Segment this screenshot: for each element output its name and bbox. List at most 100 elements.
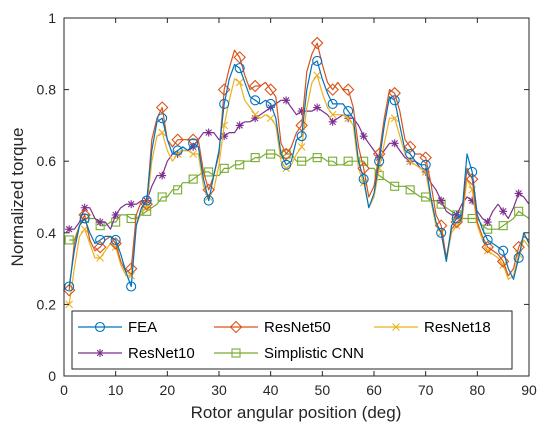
point-resnet50-25-shape: [186, 133, 200, 146]
y-tick-label-0.2: 0.2: [37, 296, 57, 312]
point-resnet10-40-shape: [266, 103, 275, 112]
point-resnet50-10-shape: [109, 237, 122, 250]
point-fea-73: [436, 227, 447, 238]
point-resnet50-16: [140, 197, 153, 211]
point-resnet50-46-shape: [295, 119, 308, 132]
point-simplistic-cnn-19-shape: [157, 192, 167, 202]
point-fea-49: [312, 55, 323, 67]
point-resnet50-19: [155, 101, 169, 114]
point-resnet18-37-shape: [251, 110, 260, 119]
point-fea-76: [451, 213, 462, 224]
point-fea-55-shape: [343, 106, 354, 117]
point-simplistic-cnn-64-shape: [390, 181, 400, 191]
point-simplistic-cnn-37: [250, 153, 260, 163]
point-resnet50-43-shape: [279, 147, 293, 161]
point-resnet50-7: [93, 240, 107, 254]
point-simplistic-cnn-49: [312, 153, 322, 163]
point-resnet10-31-shape: [220, 132, 229, 141]
point-resnet10-58: [359, 132, 368, 141]
y-tick-label-0.6: 0.6: [37, 153, 57, 169]
legend-label-resnet50: ResNet50: [264, 319, 331, 336]
point-simplistic-cnn-55: [343, 156, 353, 166]
point-resnet18-67-shape: [406, 157, 415, 166]
point-resnet50-19-shape: [155, 101, 169, 114]
point-resnet18-46: [297, 142, 306, 151]
point-resnet18-64-shape: [390, 114, 399, 123]
point-resnet10-13-shape: [127, 200, 136, 209]
point-fea-64-shape: [389, 95, 400, 106]
point-resnet10-34: [235, 121, 244, 130]
point-fea-40: [265, 98, 276, 109]
series-fea: [64, 55, 530, 292]
point-resnet18-43: [282, 164, 291, 173]
point-resnet18-13: [127, 271, 136, 280]
point-resnet10-88-shape: [514, 189, 523, 198]
legend-marker-resnet50-shape: [229, 320, 243, 334]
point-fea-79: [467, 166, 478, 177]
point-resnet10-1: [65, 225, 74, 234]
point-resnet18-1-shape: [65, 300, 74, 309]
point-resnet10-85: [499, 207, 508, 216]
point-resnet50-46: [295, 119, 308, 132]
y-tick-label-1: 1: [48, 10, 56, 26]
legend-marker-resnet18: [392, 323, 400, 331]
point-fea-88: [513, 252, 524, 263]
point-resnet50-28-shape: [202, 183, 215, 197]
point-fea-16-shape: [141, 195, 152, 206]
point-fea-64: [389, 95, 400, 106]
point-fea-82: [482, 234, 493, 246]
point-resnet10-28: [204, 128, 213, 137]
point-resnet50-22-shape: [171, 133, 184, 146]
legend-box: [71, 310, 513, 370]
point-resnet50-52: [326, 83, 339, 96]
point-resnet50-82-shape: [481, 240, 494, 254]
point-simplistic-cnn-64: [390, 181, 400, 191]
ticks-layer: 0 10 20 30 40 50 60 70 80 90 0 0.2 0.4 0.6 0.8 1: [37, 10, 537, 398]
point-resnet18-25-shape: [189, 150, 198, 158]
point-fea-46: [296, 131, 307, 142]
point-resnet10-25: [189, 142, 198, 151]
point-resnet50-13-shape: [124, 262, 138, 275]
point-simplistic-cnn-46-shape: [297, 156, 307, 166]
point-simplistic-cnn-85-shape: [498, 221, 508, 231]
x-tick-label-50: 50: [315, 382, 331, 398]
point-simplistic-cnn-67: [405, 185, 415, 195]
legend: FEA ResNet50 ResNet18 ResNet10 Simplisti…: [71, 310, 513, 370]
point-resnet50-67-shape: [403, 140, 417, 154]
point-simplistic-cnn-85: [498, 221, 508, 231]
point-fea-58-shape: [358, 174, 369, 185]
legend-marker-simplistic-cnn: [231, 348, 241, 358]
point-resnet50-67: [403, 140, 417, 154]
x-tick-label-60: 60: [366, 382, 382, 398]
point-resnet10-64-shape: [390, 139, 399, 148]
point-resnet50-79-shape: [465, 172, 479, 186]
point-simplistic-cnn-55-shape: [343, 156, 353, 166]
point-resnet18-76: [452, 221, 461, 230]
point-resnet10-82: [483, 218, 492, 227]
point-simplistic-cnn-34-shape: [235, 160, 245, 170]
point-resnet50-64: [388, 86, 401, 100]
point-fea-52-shape: [327, 98, 338, 109]
point-fea-19: [157, 113, 168, 124]
point-simplistic-cnn-67-shape: [405, 185, 415, 195]
x-tick-label-80: 80: [470, 382, 486, 398]
x-tick-label-20: 20: [160, 382, 176, 398]
point-fea-1: [64, 281, 75, 292]
point-resnet10-52-shape: [328, 117, 337, 126]
point-fea-52: [327, 98, 338, 109]
x-tick-label-30: 30: [211, 382, 227, 398]
point-fea-67-shape: [405, 148, 416, 160]
point-fea-55: [343, 106, 354, 117]
point-resnet10-1-shape: [65, 225, 74, 234]
point-fea-88-shape: [513, 252, 524, 263]
point-fea-61-shape: [374, 156, 385, 167]
point-fea-10: [110, 234, 121, 246]
point-resnet50-40: [264, 83, 277, 96]
point-fea-34: [234, 63, 245, 74]
point-resnet10-49: [313, 103, 322, 112]
x-tick-label-10: 10: [108, 382, 124, 398]
series-simplistic-cnn: [64, 149, 530, 245]
point-fea-7: [95, 234, 106, 246]
point-resnet50-25: [186, 133, 200, 146]
